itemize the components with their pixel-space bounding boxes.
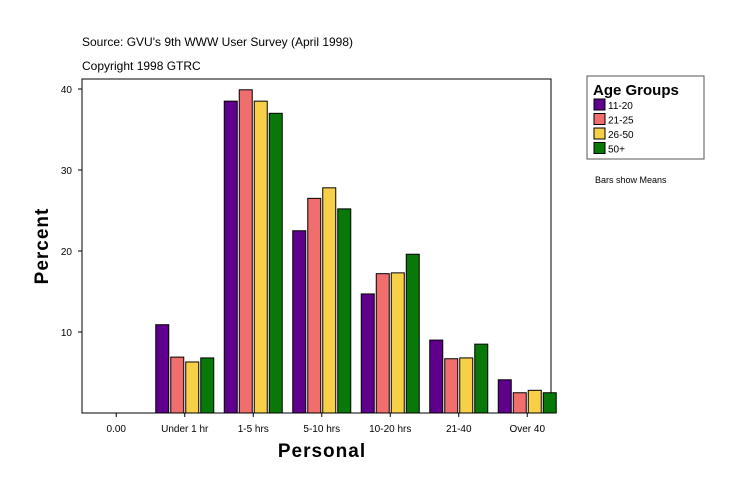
bar-50+-21-40 <box>474 343 489 414</box>
copyright-text: Copyright 1998 GTRC <box>82 59 201 73</box>
bar-26-50-Over 40 <box>527 389 542 414</box>
bar-50+-Under 1 hr <box>200 357 215 414</box>
legend-label: 11-20 <box>608 101 633 112</box>
y-axis-label: Percent <box>32 208 53 285</box>
bar-50+-Over 40 <box>542 392 557 414</box>
bar-26-50-10-20 hrs <box>390 272 405 414</box>
source-text: Source: GVU's 9th WWW User Survey (April… <box>82 35 353 49</box>
legend: Age Groups 11-20 21-25 26-50 50+ <box>586 75 705 160</box>
legend-title: Age Groups <box>593 82 679 99</box>
x-tick-label: Under 1 hr <box>161 424 209 435</box>
bars-note: Bars show Means <box>595 175 667 185</box>
legend-swatch <box>593 127 606 140</box>
x-tick-label: 5-10 hrs <box>303 424 340 435</box>
bar-26-50-Under 1 hr <box>185 361 200 414</box>
y-tick-label: 40 <box>61 85 73 96</box>
bar-26-50-21-40 <box>459 357 474 414</box>
bar-21-25-Over 40 <box>512 392 527 414</box>
x-tick-label: Over 40 <box>509 424 545 435</box>
x-tick-label: 0.00 <box>107 424 127 435</box>
x-tick-label: 1-5 hrs <box>238 424 269 435</box>
bar-11-20-21-40 <box>429 339 444 414</box>
legend-box <box>586 75 705 160</box>
bar-21-25-10-20 hrs <box>375 273 390 414</box>
bar-21-25-21-40 <box>444 358 459 414</box>
legend-label: 26-50 <box>608 130 634 141</box>
bar-11-20-Under 1 hr <box>155 324 170 414</box>
x-axis-label: Personal <box>278 441 366 462</box>
bar-50+-5-10 hrs <box>337 208 352 414</box>
legend-label: 21-25 <box>608 116 634 127</box>
legend-swatch <box>593 142 606 154</box>
bar-21-25-5-10 hrs <box>307 197 322 414</box>
legend-swatch <box>593 113 606 125</box>
bar-21-25-Under 1 hr <box>170 356 185 414</box>
bar-11-20-1-5 hrs <box>223 100 238 414</box>
bar-50+-10-20 hrs <box>405 253 420 414</box>
x-tick-label: 21-40 <box>446 424 472 435</box>
y-tick-label: 20 <box>61 247 73 258</box>
bar-50+-1-5 hrs <box>268 112 283 414</box>
bar-11-20-5-10 hrs <box>292 230 307 414</box>
legend-label: 50+ <box>608 145 625 156</box>
x-tick-label: 10-20 hrs <box>369 424 411 435</box>
legend-swatch <box>593 98 606 111</box>
y-tick-label: 30 <box>61 166 73 177</box>
bar-11-20-10-20 hrs <box>360 293 375 414</box>
bar-21-25-1-5 hrs <box>238 89 253 414</box>
bar-26-50-5-10 hrs <box>322 187 337 414</box>
y-tick-label: 10 <box>61 328 73 339</box>
bar-11-20-Over 40 <box>497 379 512 414</box>
bar-26-50-1-5 hrs <box>253 100 268 414</box>
